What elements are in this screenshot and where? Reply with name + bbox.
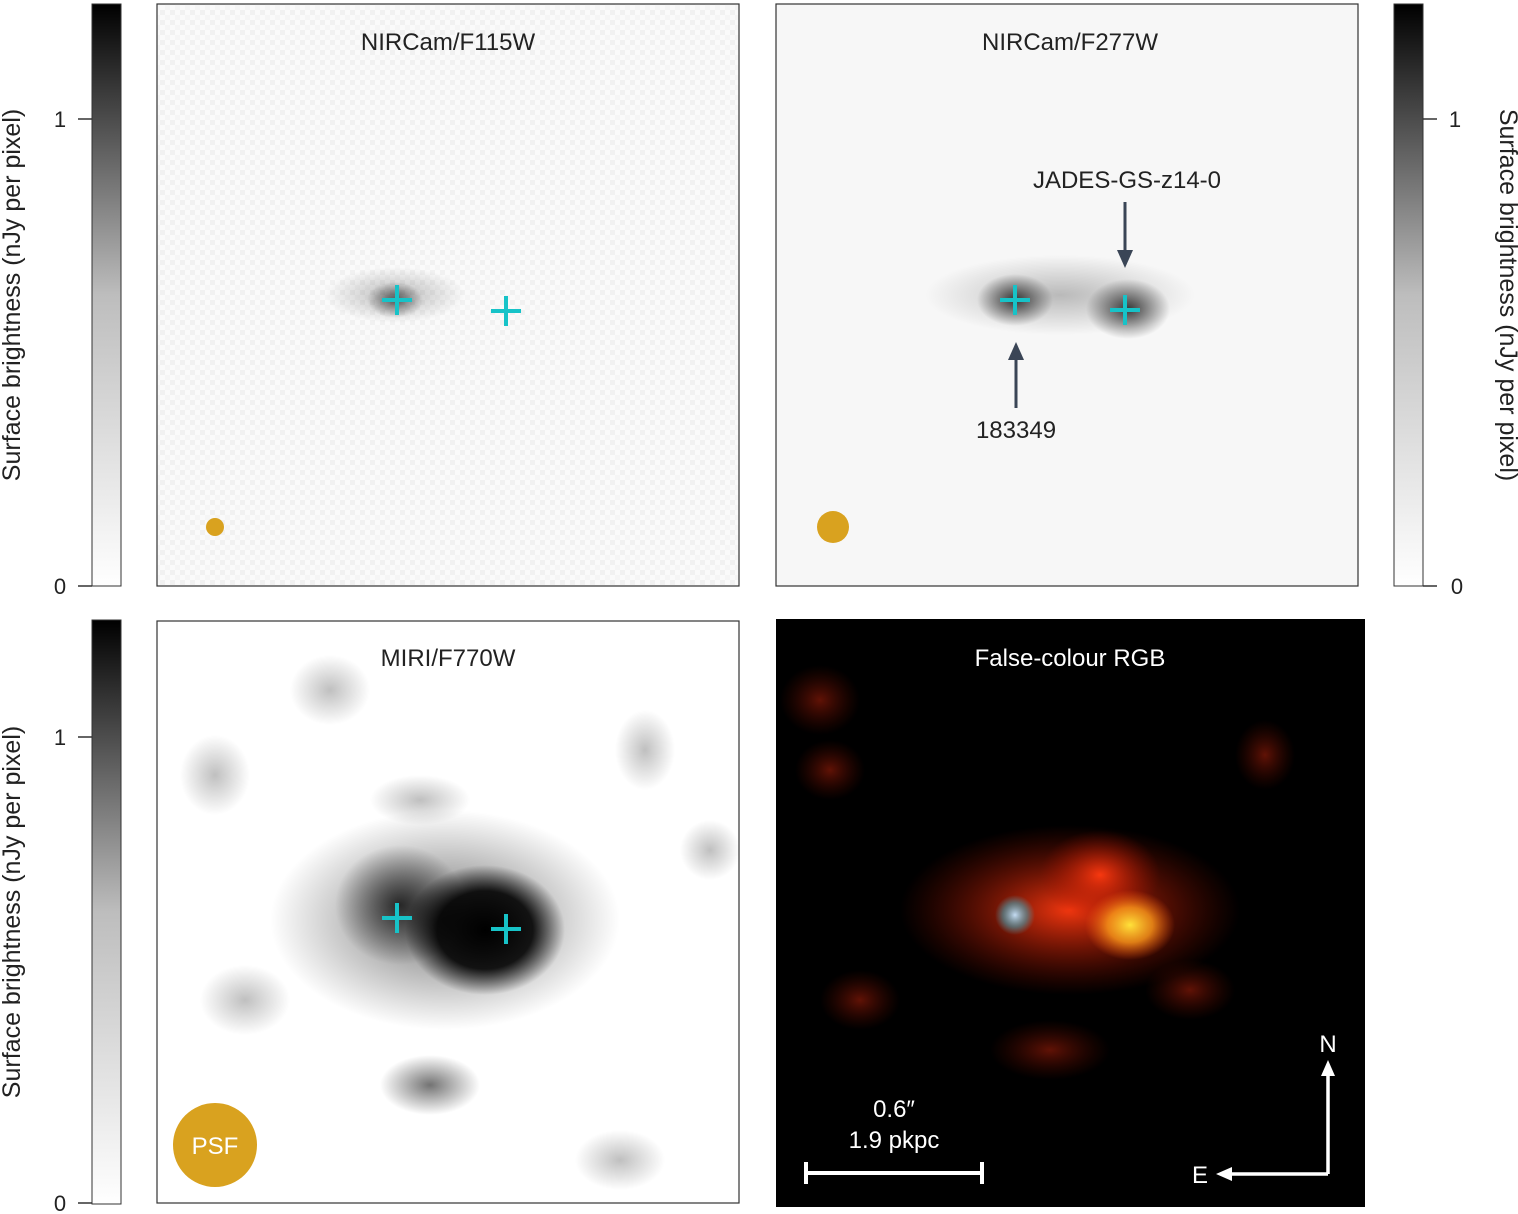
marker-cross-icon [491, 914, 521, 944]
label-jades-gs-z14-0: JADES-GS-z14-0 [1033, 167, 1221, 194]
arrow-up-icon [1008, 342, 1024, 408]
marker-cross-icon [1110, 295, 1140, 325]
galaxy-core [1085, 890, 1175, 960]
colorbar-bottom-left: 1 0 Surface brightness (nJy per pixel) [0, 619, 122, 1214]
arrow-down-icon [1117, 202, 1133, 268]
marker-cross-icon [382, 285, 412, 315]
colorbar-label: Surface brightness (nJy per pixel) [1494, 109, 1518, 481]
scale-kpc-label: 1.9 pkpc [849, 1127, 940, 1154]
colorbar-top-left: 1 0 Surface brightness (nJy per pixel) [0, 3, 122, 599]
colorbar-label: Surface brightness (nJy per pixel) [0, 109, 26, 481]
psf-circle-icon [173, 1103, 257, 1187]
colorbar-tick-low: 0 [1451, 574, 1463, 599]
panel-rgb: False-colour RGB 0.6″ 1.9 pkpc N E [776, 619, 1365, 1207]
colorbar-right: 1 0 Surface brightness (nJy per pixel) [1393, 3, 1518, 599]
compass: N E [1192, 1031, 1337, 1189]
colorbar-label: Surface brightness (nJy per pixel) [0, 726, 26, 1098]
colorbar-tick-low: 0 [54, 574, 66, 599]
colorbar-tick-high: 1 [54, 107, 66, 132]
galaxy-blob [405, 865, 565, 995]
psf-circle-icon [206, 518, 224, 536]
galaxy-core [995, 895, 1035, 935]
panel-title: NIRCam/F277W [982, 29, 1158, 56]
colorbar-tick-high: 1 [54, 725, 66, 750]
compass-east-label: E [1192, 1162, 1208, 1189]
compass-arrow-north-icon [1321, 1060, 1335, 1174]
panel-f770w: MIRI/F770W PSF [156, 620, 740, 1204]
panel-f115w: NIRCam/F115W [156, 3, 740, 587]
marker-cross-icon [382, 903, 412, 933]
label-183349: 183349 [976, 417, 1056, 444]
panel-title: MIRI/F770W [381, 645, 516, 672]
scale-bar: 0.6″ 1.9 pkpc [804, 1096, 984, 1184]
marker-cross-icon [1000, 285, 1030, 315]
panel-title: False-colour RGB [975, 645, 1166, 672]
compass-arrow-east-icon [1216, 1167, 1328, 1181]
scale-arcsec-label: 0.6″ [873, 1096, 915, 1123]
colorbar-tick-low: 0 [54, 1191, 66, 1214]
colorbar-tick-high: 1 [1449, 107, 1461, 132]
panel-title: NIRCam/F115W [361, 29, 536, 56]
psf-circle-icon [817, 511, 849, 543]
marker-cross-icon [491, 296, 521, 326]
panel-f277w: NIRCam/F277W JADES-GS-z14-0 183349 [775, 3, 1359, 587]
compass-north-label: N [1319, 1031, 1336, 1058]
psf-label: PSF [192, 1133, 239, 1160]
